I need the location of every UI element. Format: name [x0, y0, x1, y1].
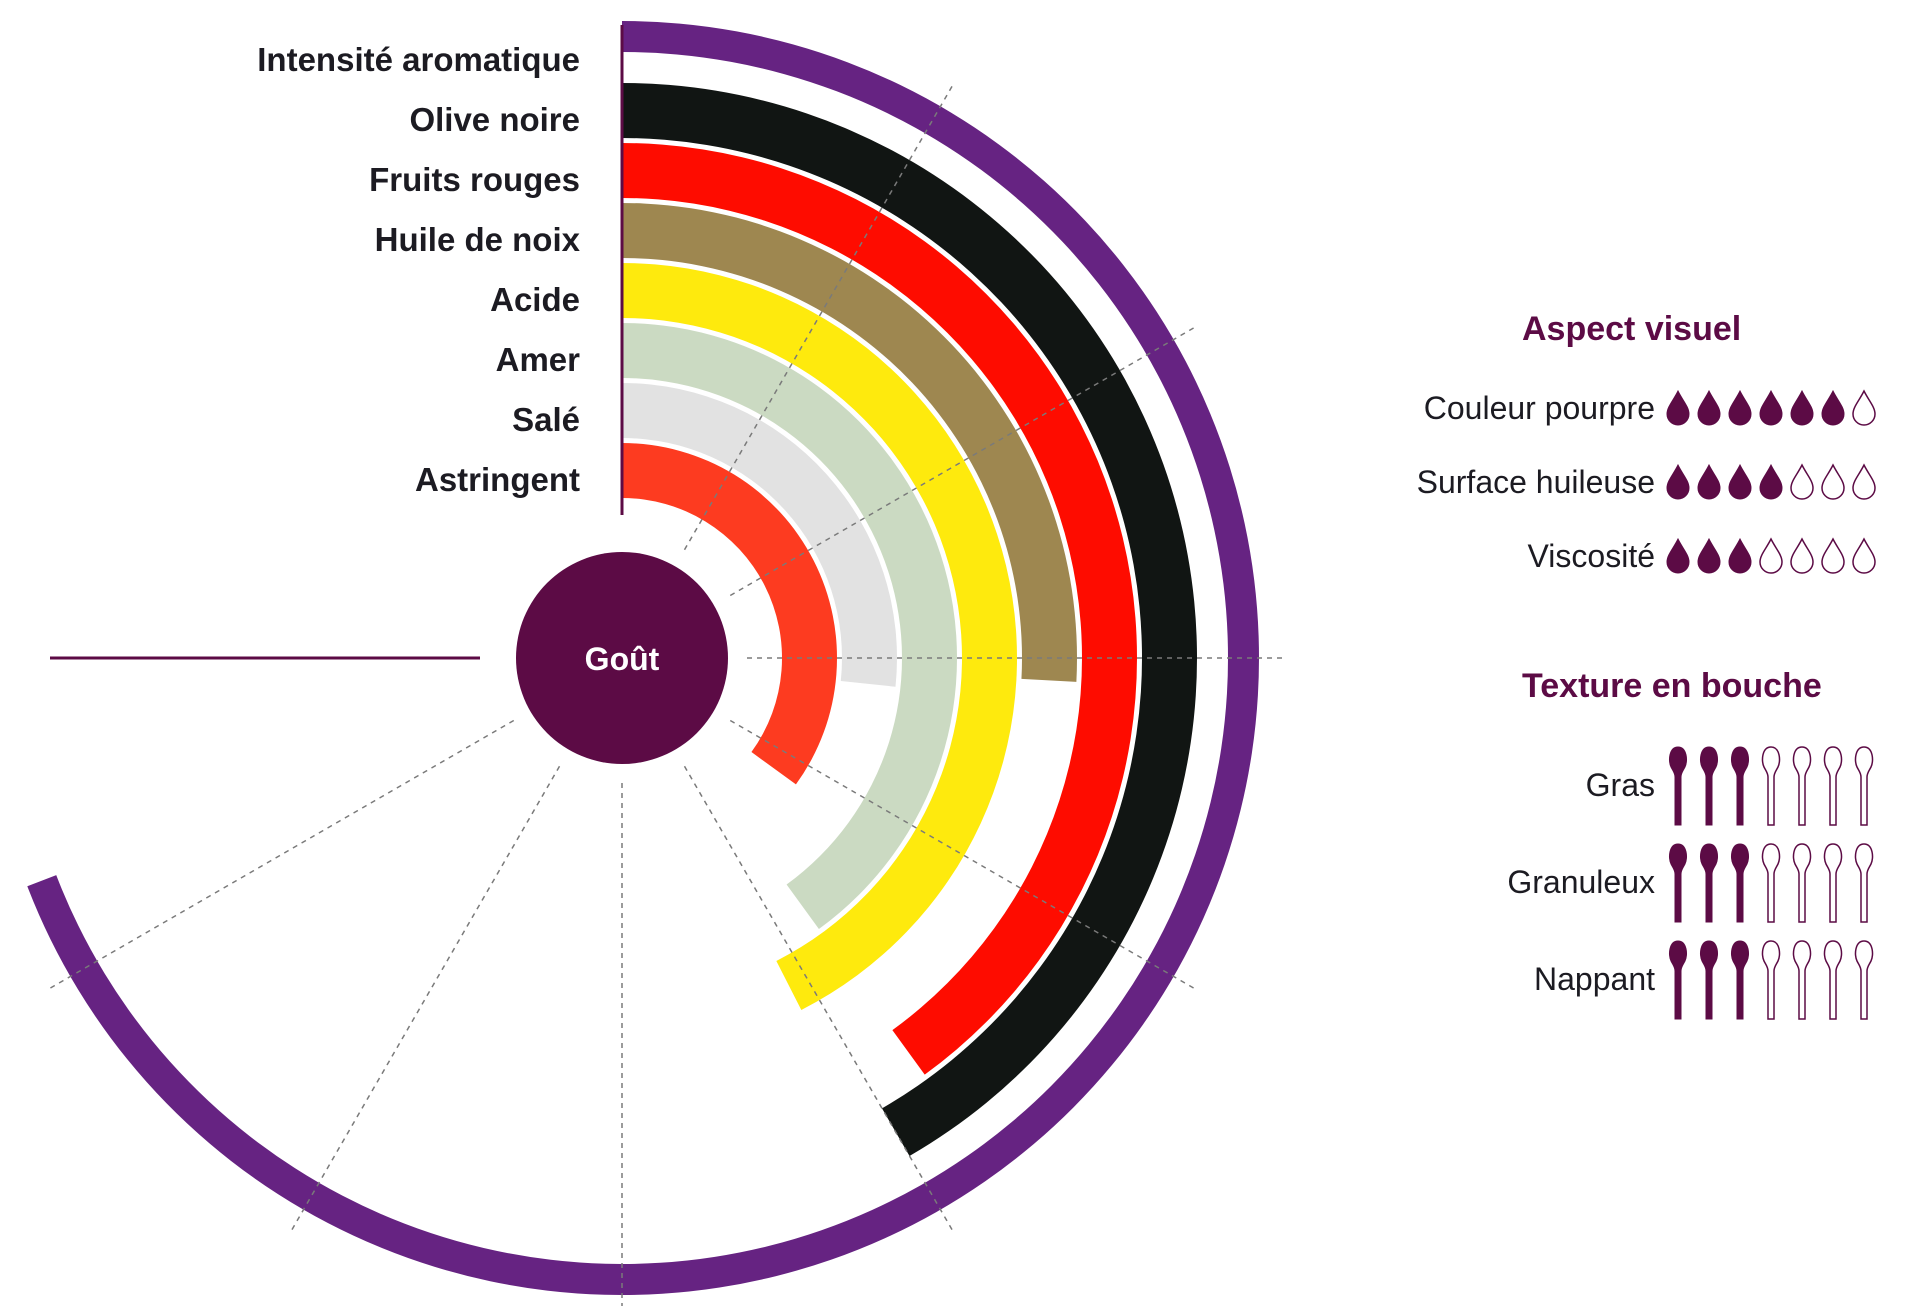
drop-icon — [1852, 537, 1876, 574]
drop-icon — [1759, 537, 1783, 574]
bar-huile-de-noix — [622, 203, 1077, 682]
spoon-icon — [1823, 843, 1843, 923]
drop-icon — [1697, 463, 1721, 500]
spoon-icon-strip — [1669, 843, 1874, 923]
spoon-rating — [1665, 934, 1880, 1024]
spoon-icon-strip — [1669, 940, 1874, 1020]
bar-acide — [622, 263, 1018, 1010]
drop-icon — [1759, 389, 1783, 426]
bar-fruits-rouges — [622, 143, 1138, 1075]
label-fruits-rouges: Fruits rouges — [369, 161, 580, 198]
drop-icon — [1728, 389, 1752, 426]
spoon-icon — [1854, 746, 1874, 826]
drop-rating — [1665, 452, 1880, 512]
bar-amer — [622, 323, 958, 930]
label-olive-noire: Olive noire — [409, 101, 580, 138]
drop-icon — [1790, 389, 1814, 426]
spoon-icon — [1792, 940, 1812, 1020]
drop-icon-strip — [1666, 463, 1876, 500]
spoon-icon — [1761, 843, 1781, 923]
drop-icon — [1759, 463, 1783, 500]
rating-label: Gras — [1585, 767, 1655, 803]
texture-title: Texture en bouche — [1522, 667, 1822, 705]
spoon-icon — [1854, 843, 1874, 923]
center-disc — [516, 552, 728, 764]
drop-icon — [1728, 463, 1752, 500]
rating-label: Couleur pourpre — [1423, 390, 1655, 426]
rating-label: Surface huileuse — [1416, 464, 1655, 500]
drop-icon — [1697, 389, 1721, 426]
rating-row-granuleux: Granuleux — [1300, 837, 1880, 927]
center-label: Goût — [585, 641, 660, 677]
rating-row-surface-huileuse: Surface huileuse — [1300, 452, 1880, 512]
label-sale: Salé — [512, 401, 580, 438]
drop-icon — [1821, 389, 1845, 426]
spoon-icon — [1669, 746, 1687, 826]
rating-label: Nappant — [1534, 961, 1655, 997]
spoon-icon — [1669, 843, 1687, 923]
sector-guide-line — [50, 719, 515, 989]
spoon-icon — [1700, 940, 1718, 1020]
drop-icon — [1790, 463, 1814, 500]
drop-icon — [1666, 537, 1690, 574]
spoon-icon — [1731, 843, 1749, 923]
bar-olive-noire — [622, 83, 1198, 1156]
spoon-rating — [1665, 837, 1880, 927]
spoon-icon — [1792, 746, 1812, 826]
sector-guide-line — [291, 765, 561, 1230]
rating-label: Viscosité — [1527, 538, 1655, 574]
rating-row-nappant: Nappant — [1300, 934, 1880, 1024]
spoon-icon — [1700, 746, 1718, 826]
spoon-icon — [1823, 940, 1843, 1020]
spoon-icon — [1700, 843, 1718, 923]
drop-icon — [1852, 463, 1876, 500]
drop-rating — [1665, 526, 1880, 586]
spoon-icon — [1761, 940, 1781, 1020]
spoon-icon — [1731, 940, 1749, 1020]
drop-icon-strip — [1666, 389, 1876, 426]
spoon-icon — [1823, 746, 1843, 826]
label-huile-de-noix: Huile de noix — [374, 221, 580, 258]
rating-row-couleur-pourpre: Couleur pourpre — [1300, 378, 1880, 438]
drop-icon — [1821, 463, 1845, 500]
drop-icon — [1666, 389, 1690, 426]
bar-astringent — [622, 443, 837, 785]
bar-sale — [622, 383, 897, 687]
drop-icon-strip — [1666, 537, 1876, 574]
drop-icon — [1821, 537, 1845, 574]
spoon-icon-strip — [1669, 746, 1874, 826]
drop-rating — [1665, 378, 1880, 438]
label-amer: Amer — [495, 341, 580, 378]
aspect-visuel-title: Aspect visuel — [1522, 310, 1742, 348]
spoon-icon — [1854, 940, 1874, 1020]
drop-icon — [1666, 463, 1690, 500]
drop-icon — [1728, 537, 1752, 574]
spoon-rating — [1665, 740, 1880, 830]
drop-icon — [1852, 389, 1876, 426]
rating-row-gras: Gras — [1300, 740, 1880, 830]
label-intensite-aromatique: Intensité aromatique — [257, 41, 580, 78]
drop-icon — [1790, 537, 1814, 574]
spoon-icon — [1792, 843, 1812, 923]
spoon-icon — [1669, 940, 1687, 1020]
label-acide: Acide — [490, 281, 580, 318]
spoon-icon — [1731, 746, 1749, 826]
rating-row-viscosite: Viscosité — [1300, 526, 1880, 586]
rating-label: Granuleux — [1507, 864, 1655, 900]
label-astringent: Astringent — [415, 461, 580, 498]
spoon-icon — [1761, 746, 1781, 826]
drop-icon — [1697, 537, 1721, 574]
